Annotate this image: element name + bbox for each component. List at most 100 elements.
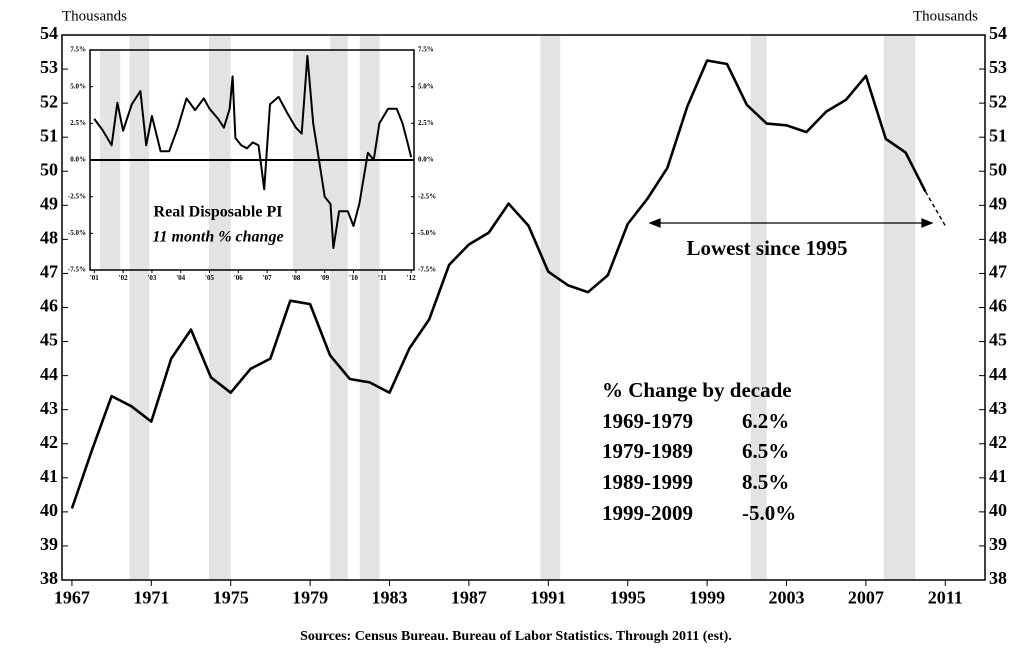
y-tick-label: 40	[40, 500, 58, 520]
y-tick-label: 43	[989, 398, 1007, 418]
table-cell: -5.0%	[742, 501, 796, 525]
recession-band	[750, 35, 767, 580]
y-tick-label: 42	[989, 432, 1007, 452]
source: Sources: Census Bureau. Bureau of Labor …	[300, 629, 732, 644]
table-cell: 6.2%	[742, 409, 789, 433]
series-line	[93, 54, 413, 249]
y-tick-label: 51	[40, 125, 58, 145]
y-tick-label: 41	[989, 466, 1007, 486]
y-tick-label: 45	[40, 330, 58, 350]
table-cell: 6.5%	[742, 439, 789, 463]
y-tick-label: 45	[989, 330, 1007, 350]
y-tick-label: -2.5%	[68, 192, 86, 200]
arrow-head	[921, 218, 934, 228]
x-tick-label: 1995	[610, 588, 646, 608]
arrow-head	[648, 218, 661, 228]
y-tick-label: 44	[40, 364, 58, 384]
plot-frame	[61, 34, 986, 581]
y-tick-label: -2.5%	[418, 192, 436, 200]
table-cell: 1999-2009	[602, 501, 693, 525]
table-cell: 1989-1999	[602, 470, 693, 494]
x-tick-label: 2007	[848, 588, 884, 608]
y-tick-label: 47	[40, 262, 58, 282]
x-tick-label: '04	[176, 274, 185, 282]
x-tick-label: 1971	[133, 588, 169, 608]
x-tick-label: '10	[349, 274, 358, 282]
x-tick-label: '01	[90, 274, 99, 282]
y-tick-label: 7.5%	[70, 46, 86, 54]
x-tick-label: 2011	[928, 588, 963, 608]
y-tick-label: 5.0%	[418, 82, 434, 90]
y-tick-label: 0.0%	[70, 156, 86, 164]
y-tick-label: -5.0%	[418, 229, 436, 237]
recession-band	[540, 35, 561, 580]
x-tick-label: '05	[205, 274, 214, 282]
y-tick-label: -7.5%	[418, 266, 436, 274]
table-cell: 1979-1989	[602, 439, 693, 463]
x-tick-label: '12	[407, 274, 416, 282]
table-cell: 8.5%	[742, 470, 789, 494]
x-tick-label: 1987	[451, 588, 487, 608]
y-tick-label: 49	[40, 193, 58, 213]
y-tick-label: -5.0%	[68, 229, 86, 237]
y-tick-label: -7.5%	[68, 266, 86, 274]
y-tick-label: 0.0%	[418, 156, 434, 164]
x-tick-label: '09	[320, 274, 329, 282]
y-tick-label: 53	[989, 57, 1007, 77]
y-tick-label: 47	[989, 262, 1007, 282]
y-tick-label: 54	[989, 23, 1007, 43]
left-unit: Thousands	[62, 8, 127, 24]
y-tick-label: 50	[40, 159, 58, 179]
y-tick-label: 52	[989, 91, 1007, 111]
x-tick-label: '03	[147, 274, 156, 282]
x-tick-label: 2003	[769, 588, 805, 608]
y-tick-label: 49	[989, 193, 1007, 213]
y-tick-label: 2.5%	[70, 119, 86, 127]
inset: -7.5% -7.5% -5.0% -5.0% -2.5% -2.5% 0.0% 0.0% 2.…	[68, 46, 436, 282]
recession-band	[129, 35, 150, 580]
y-tick-label: 38	[989, 568, 1007, 588]
series-line	[924, 191, 946, 227]
y-tick-label: 42	[40, 432, 58, 452]
recession-band	[359, 35, 380, 580]
x-tick-label: 1991	[530, 588, 566, 608]
y-tick-label: 48	[40, 228, 58, 248]
y-tick-label: 7.5%	[418, 46, 434, 54]
inset-title: Real Disposable PI	[154, 204, 283, 221]
x-tick-label: '08	[291, 274, 300, 282]
x-tick-label: '02	[119, 274, 128, 282]
y-tick-label: 38	[40, 568, 58, 588]
y-tick-label: 53	[40, 57, 58, 77]
annotation: Lowest since 1995	[687, 236, 848, 260]
x-tick-label: 1983	[372, 588, 408, 608]
y-tick-label: 44	[989, 364, 1007, 384]
y-tick-label: 50	[989, 159, 1007, 179]
right-unit: Thousands	[913, 8, 978, 24]
main-layer: 38 38 39 39 40 40 41 41 42 42 43 43 44 44 45 45 46 46 47 47…	[40, 23, 1007, 608]
x-tick-label: '07	[263, 274, 272, 282]
series-line	[70, 59, 927, 509]
x-tick-label: '11	[378, 274, 387, 282]
y-tick-label: 2.5%	[418, 119, 434, 127]
y-tick-label: 5.0%	[70, 82, 86, 90]
x-tick-label: 1975	[213, 588, 249, 608]
y-tick-label: 43	[40, 398, 58, 418]
x-tick-label: 1999	[689, 588, 725, 608]
y-tick-label: 51	[989, 125, 1007, 145]
y-tick-label: 39	[989, 534, 1007, 554]
x-tick-label: 1979	[292, 588, 328, 608]
table-cell: 1969-1979	[602, 409, 693, 433]
x-tick-label: '06	[234, 274, 243, 282]
y-tick-label: 46	[40, 296, 58, 316]
arrow	[648, 218, 934, 228]
plot-frame	[89, 49, 415, 271]
y-tick-label: 39	[40, 534, 58, 554]
table-title: % Change by decade	[602, 378, 792, 402]
recession-band	[883, 35, 916, 580]
y-tick-label: 54	[40, 23, 58, 43]
recession-band	[208, 35, 231, 580]
y-tick-label: 40	[989, 500, 1007, 520]
shade-layer	[129, 35, 916, 580]
